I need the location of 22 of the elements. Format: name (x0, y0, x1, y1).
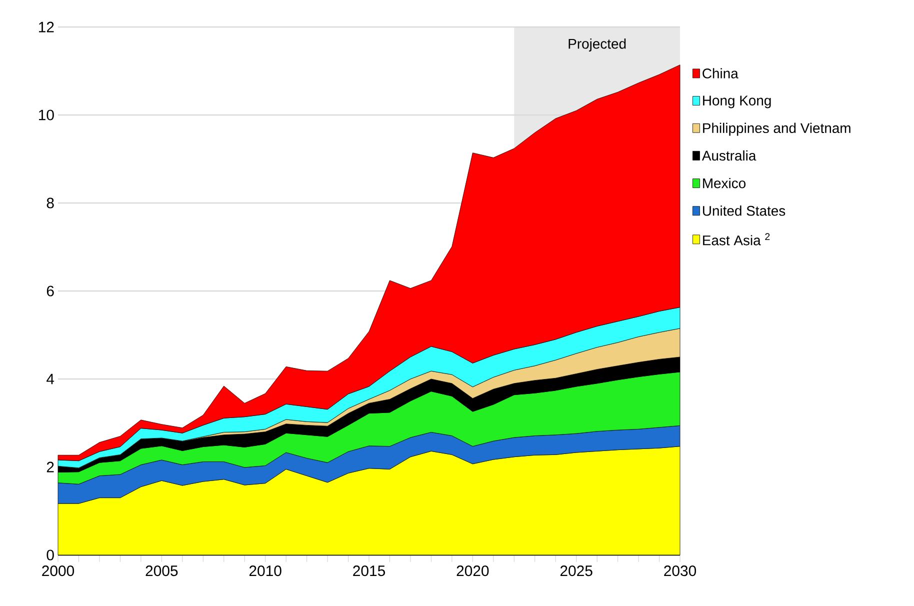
x-tick-label: 2025 (560, 566, 592, 576)
x-tick-label: 2000 (42, 566, 74, 576)
y-tick-label: 8 (46, 198, 54, 208)
legend-label: China (702, 68, 738, 78)
x-tick-label: 2005 (146, 566, 178, 576)
y-tick-label: 2 (46, 462, 54, 472)
legend-label: United States (702, 206, 786, 216)
x-tick-label: 2015 (353, 566, 385, 576)
y-tick-label: 10 (39, 110, 54, 120)
legend-label: Philippines and Vietnam (703, 122, 850, 136)
legend-label: East Asia $^{2}$ (703, 233, 770, 246)
legend-label: Australia (702, 150, 756, 161)
y-tick-label: 0 (46, 550, 54, 560)
band-label: Projected (568, 38, 626, 52)
legend-label: Mexico (703, 178, 746, 188)
y-tick-label: 6 (46, 286, 54, 296)
x-tick-label: 2010 (249, 566, 282, 576)
x-tick-label: 2020 (456, 566, 489, 576)
y-tick-label: 4 (46, 374, 54, 384)
x-tick-label: 2030 (664, 566, 696, 576)
y-tick-label: 12 (39, 22, 54, 32)
legend-label: Hong Kong (703, 96, 771, 108)
